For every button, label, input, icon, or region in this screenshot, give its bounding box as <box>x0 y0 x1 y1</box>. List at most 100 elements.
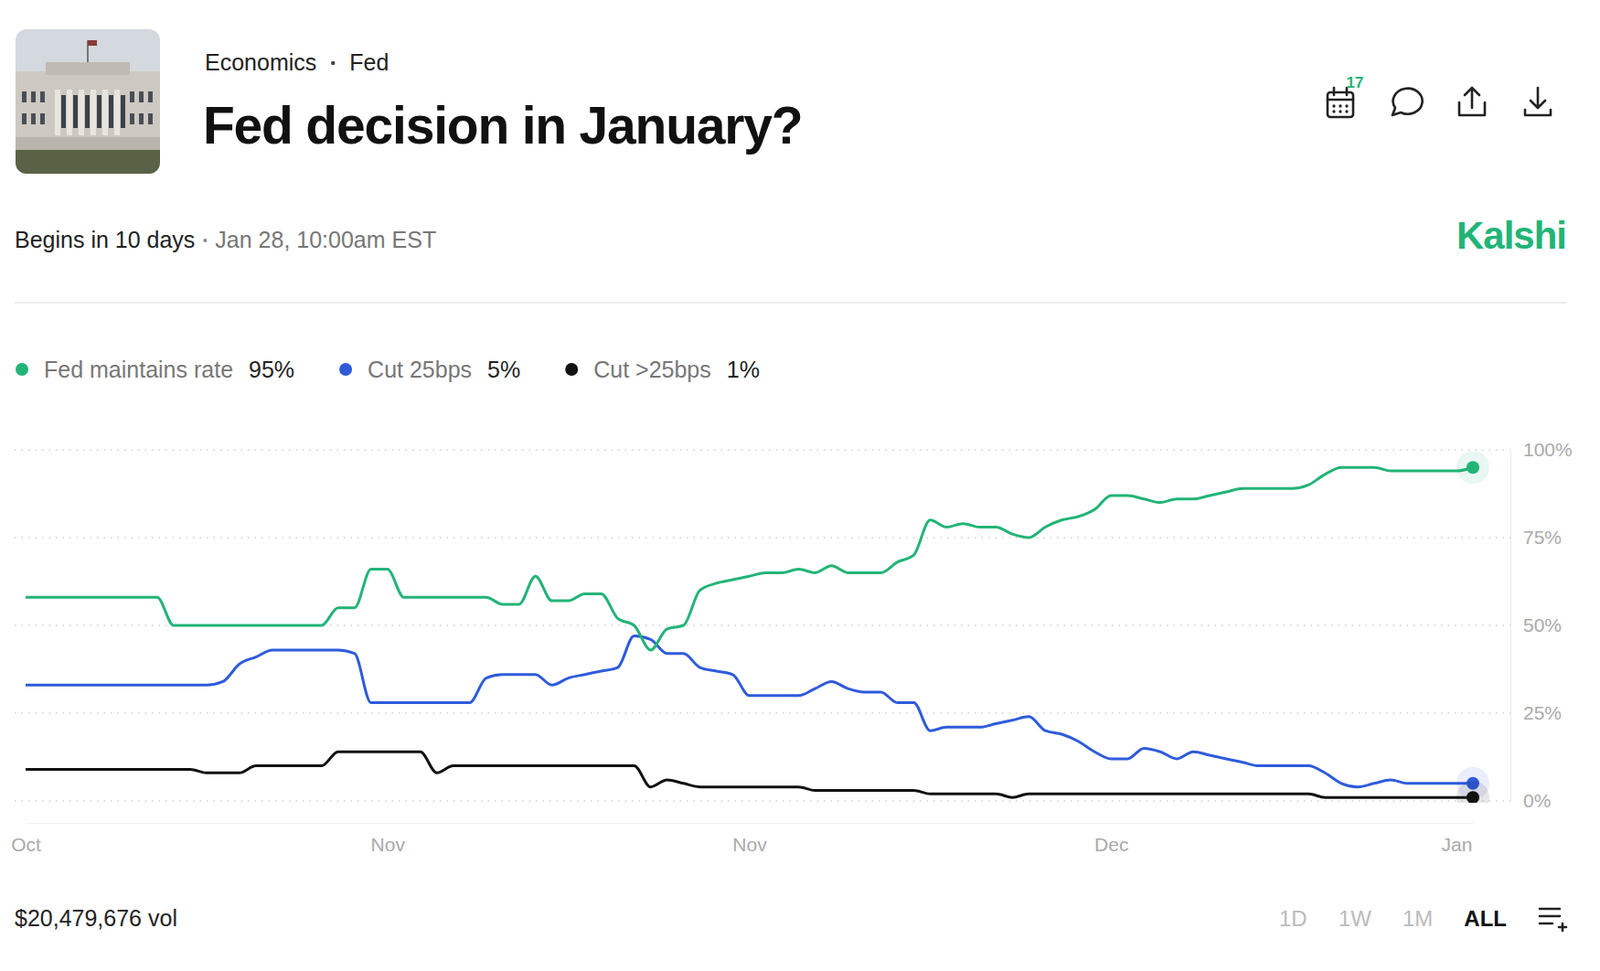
x-tick-label: Nov <box>732 833 768 855</box>
column <box>102 89 108 136</box>
icon-part <box>1339 105 1342 107</box>
range-button[interactable]: 1W <box>1338 906 1372 931</box>
steps <box>15 137 160 150</box>
end-dot <box>1466 790 1480 803</box>
plot-area <box>25 450 1490 803</box>
range-button[interactable]: 1M <box>1402 906 1433 931</box>
range-button[interactable]: 1D <box>1279 906 1308 931</box>
calendar-badge: 17 <box>1346 74 1365 92</box>
series-line <box>25 751 1473 798</box>
y-axis: 0% 25% 50% 75% 100% <box>1510 438 1573 811</box>
x-tick: Dec <box>1094 822 1129 855</box>
x-axis-line <box>26 822 1474 824</box>
range-button[interactable]: ALL <box>1463 906 1507 931</box>
legend-value: 5% <box>487 356 521 383</box>
series-line <box>25 636 1473 788</box>
end-halo <box>1456 780 1490 803</box>
column <box>78 89 85 136</box>
category: Economics <box>204 49 317 75</box>
window <box>120 95 126 128</box>
legend-item: Cut >25bps1% <box>565 356 760 383</box>
column <box>66 89 73 136</box>
brand: Kalshi <box>1456 213 1567 257</box>
x-tick: Nov <box>371 822 406 855</box>
building <box>15 71 160 160</box>
icon-part <box>1345 105 1348 107</box>
legend-label: Cut 25bps <box>367 356 472 383</box>
grid-line <box>14 712 1511 715</box>
legend-item: Fed maintains rate95% <box>15 356 295 383</box>
download-icon[interactable] <box>1525 87 1551 116</box>
window <box>31 91 36 103</box>
end-halo <box>1456 450 1490 484</box>
y-tick-label: 100% <box>1523 438 1573 460</box>
divider <box>14 301 1567 304</box>
x-tick-label: Jan <box>1441 833 1473 855</box>
subcategory: Fed <box>349 49 389 75</box>
x-axis: Oct Nov Nov Dec Jan <box>10 822 1473 855</box>
column <box>90 89 96 136</box>
icon-part <box>1459 102 1485 116</box>
column <box>54 89 61 136</box>
window <box>21 113 27 125</box>
calendar-icon[interactable] <box>1327 87 1354 118</box>
y-tick: 75% <box>1510 526 1562 548</box>
window <box>21 91 27 103</box>
window <box>85 95 90 128</box>
y-tick: 100% <box>1510 438 1573 460</box>
legend-swatch <box>565 362 578 376</box>
window <box>61 95 66 128</box>
icon-part <box>1333 87 1336 96</box>
x-tick-label: Oct <box>10 833 42 855</box>
icon-part <box>1327 98 1354 102</box>
legend-value: 1% <box>726 356 760 383</box>
comment-icon[interactable] <box>1392 88 1423 116</box>
y-tick: 0% <box>1510 789 1551 811</box>
x-tick: Nov <box>732 822 768 855</box>
window <box>138 113 144 125</box>
y-tick-label: 50% <box>1523 614 1562 636</box>
window <box>148 91 153 103</box>
y-tick: 25% <box>1510 702 1562 724</box>
y-tick-label: 25% <box>1523 702 1562 724</box>
window <box>129 113 135 125</box>
x-tick-label: Dec <box>1094 833 1129 855</box>
grid <box>14 449 1511 801</box>
column <box>114 89 120 136</box>
window <box>96 95 102 128</box>
window <box>40 91 45 103</box>
separator-dot <box>202 238 207 243</box>
grid-line <box>14 448 1511 451</box>
building-top <box>45 62 130 75</box>
icon-part <box>1327 92 1354 118</box>
separator-dot <box>330 61 335 65</box>
y-axis-line <box>1510 450 1512 802</box>
icon-part <box>1392 88 1423 116</box>
begins: Begins in 10 days <box>14 226 195 253</box>
icon-part <box>1339 110 1342 113</box>
legend-swatch <box>339 362 352 376</box>
thumbnail-sky <box>15 29 160 174</box>
icon-part <box>1539 908 1567 931</box>
icon-part <box>1345 110 1348 113</box>
flag <box>87 40 97 46</box>
page: Economics Fed Fed decision in January? Begi… <box>0 0 1600 971</box>
legend: Fed maintains rate95% Cut 25bps 5% Cut >25b… <box>15 356 760 383</box>
thumbnail <box>15 29 160 174</box>
x-tick-label: Nov <box>371 833 406 855</box>
window <box>129 91 135 103</box>
window <box>108 95 114 128</box>
volume: $20,479,676 vol <box>14 905 178 931</box>
grid-line <box>14 800 1511 802</box>
share-icon[interactable] <box>1459 87 1485 116</box>
legend-value: 95% <box>248 356 295 383</box>
toolbar <box>1327 87 1551 118</box>
legend-item: Cut 25bps 5% <box>339 356 521 383</box>
add-list-icon[interactable] <box>1539 908 1567 931</box>
legend-swatch <box>15 362 29 376</box>
y-tick-label: 0% <box>1523 789 1551 811</box>
icon-part <box>1530 87 1546 108</box>
icon-part <box>1525 109 1551 116</box>
title: Fed decision in January? <box>202 96 802 155</box>
grid-line <box>14 536 1511 539</box>
